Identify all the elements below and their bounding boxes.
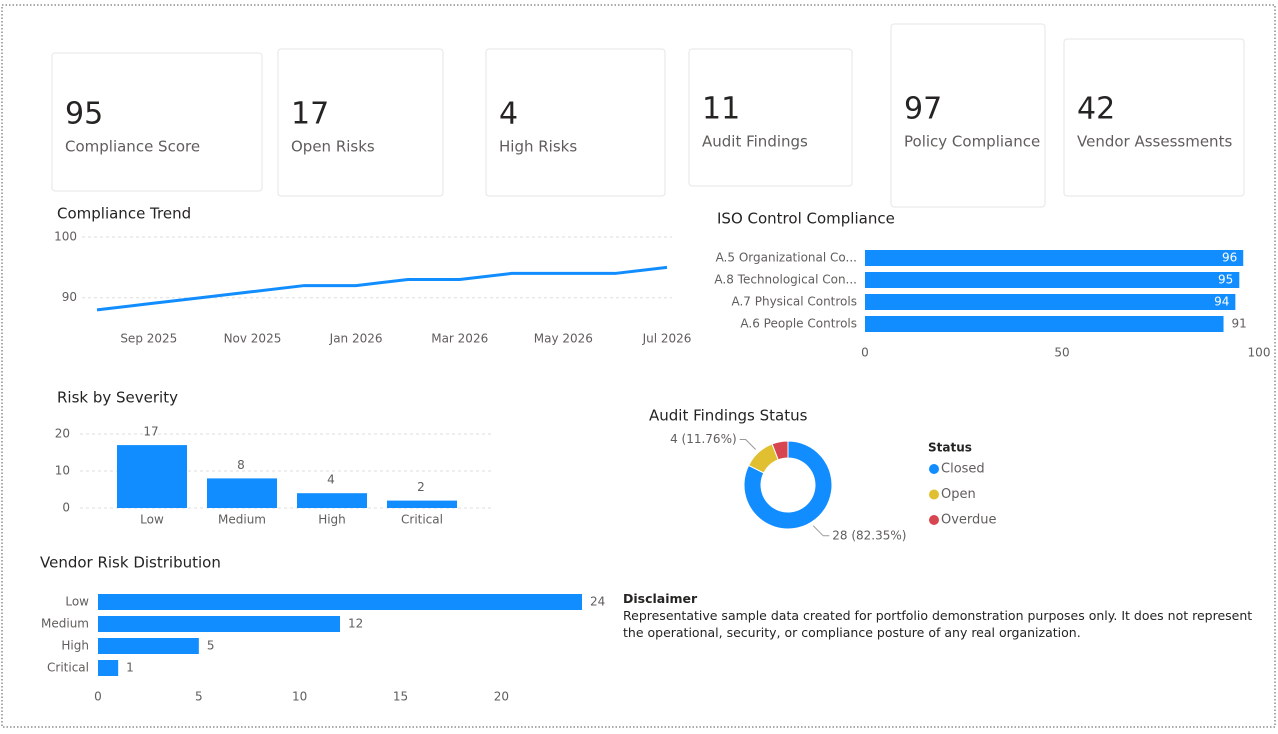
x-tick-label: 10: [292, 690, 307, 704]
kpi-card: [688, 48, 853, 187]
x-tick-label: Critical: [401, 513, 443, 527]
y-tick-label: A.8 Technological Con...: [714, 273, 857, 287]
data-label: 4 (11.76%): [670, 432, 737, 446]
data-label: 28 (82.35%): [832, 528, 906, 542]
value-label: 96: [1222, 251, 1237, 265]
x-tick-label: Sep 2025: [120, 332, 177, 346]
bar: [865, 250, 1244, 266]
x-tick-label: 5: [195, 690, 203, 704]
donut-slice: [771, 440, 789, 461]
value-label: 8: [237, 458, 245, 472]
bar: [865, 272, 1240, 288]
chart-title: Risk by Severity: [57, 389, 178, 407]
value-label: 95: [1218, 273, 1233, 287]
disclaimer-text: Representative sample data created for p…: [623, 608, 1253, 640]
kpi-value: 4: [499, 97, 518, 132]
x-tick-label: Jan 2026: [329, 332, 383, 346]
y-tick-label: 0: [62, 501, 70, 515]
kpi-label: Vendor Assessments: [1077, 133, 1232, 151]
kpi-value: 17: [291, 97, 329, 132]
bar: [865, 294, 1236, 310]
kpi-label: Open Risks: [291, 138, 375, 156]
kpi-card: [51, 52, 263, 192]
kpi-value: 11: [702, 92, 740, 127]
chart-title: Vendor Risk Distribution: [40, 554, 221, 572]
legend-title: Status: [928, 441, 972, 455]
x-tick-label: Jul 2026: [642, 332, 692, 346]
x-tick-label: 100: [1248, 346, 1271, 360]
y-tick-label: Critical: [47, 661, 89, 675]
bar: [117, 445, 187, 508]
donut-slice: [743, 440, 833, 530]
value-label: 17: [143, 425, 158, 439]
kpi-card: [485, 48, 666, 197]
bar: [98, 638, 199, 654]
value-label: 94: [1214, 295, 1229, 309]
kpi-label: Audit Findings: [702, 133, 808, 151]
bar: [207, 478, 277, 508]
value-label: 12: [348, 617, 363, 631]
value-label: 24: [590, 595, 605, 609]
y-tick-label: 10: [55, 464, 70, 478]
chart-title: ISO Control Compliance: [717, 210, 895, 228]
value-label: 91: [1232, 317, 1247, 331]
chart-title: Audit Findings Status: [649, 407, 808, 425]
bar: [98, 594, 582, 610]
x-tick-label: Nov 2025: [224, 332, 282, 346]
y-tick-label: 100: [54, 230, 77, 244]
bar: [865, 316, 1224, 332]
legend-label: Closed: [941, 462, 985, 477]
disclaimer: Disclaimer Representative sample data cr…: [623, 590, 1253, 641]
x-tick-label: 20: [494, 690, 509, 704]
kpi-label: Policy Compliance: [904, 133, 1040, 151]
kpi-label: High Risks: [499, 138, 577, 156]
value-label: 4: [327, 473, 335, 487]
legend-swatch: [929, 464, 939, 474]
y-tick-label: A.7 Physical Controls: [731, 295, 857, 309]
kpi-value: 42: [1077, 92, 1115, 127]
kpi-value: 95: [65, 97, 103, 132]
x-tick-label: 0: [94, 690, 102, 704]
y-tick-label: Low: [65, 595, 89, 609]
x-tick-label: Low: [140, 513, 164, 527]
legend-swatch: [929, 489, 939, 500]
y-tick-label: 90: [62, 290, 77, 304]
kpi-label: Compliance Score: [65, 138, 200, 156]
y-tick-label: 20: [55, 427, 70, 441]
x-tick-label: 0: [861, 346, 869, 360]
disclaimer-title: Disclaimer: [623, 591, 698, 606]
legend-label: Open: [941, 487, 976, 502]
x-tick-label: 50: [1054, 346, 1069, 360]
kpi-card: [277, 48, 444, 197]
bar: [98, 616, 340, 632]
x-tick-label: High: [318, 513, 346, 527]
y-tick-label: A.5 Organizational Co...: [716, 251, 857, 265]
x-tick-label: Medium: [218, 513, 266, 527]
trend-line: [96, 265, 668, 312]
bar: [98, 660, 119, 676]
bar: [387, 500, 457, 508]
legend-swatch: [929, 515, 939, 525]
kpi-value: 97: [904, 92, 942, 127]
y-tick-label: A.6 People Controls: [740, 317, 857, 331]
chart-title: Compliance Trend: [57, 205, 191, 223]
x-tick-label: Mar 2026: [431, 332, 488, 346]
value-label: 1: [126, 661, 134, 675]
value-label: 2: [417, 480, 425, 494]
leader-line: [739, 439, 757, 450]
kpi-card: [1063, 38, 1245, 197]
kpi-card: [890, 23, 1046, 208]
value-label: 5: [207, 639, 215, 653]
x-tick-label: May 2026: [534, 332, 593, 346]
legend-label: Overdue: [941, 513, 997, 528]
y-tick-label: High: [61, 639, 89, 653]
leader-line: [812, 525, 830, 537]
y-tick-label: Medium: [41, 617, 89, 631]
x-tick-label: 15: [393, 690, 408, 704]
bar: [297, 493, 367, 508]
